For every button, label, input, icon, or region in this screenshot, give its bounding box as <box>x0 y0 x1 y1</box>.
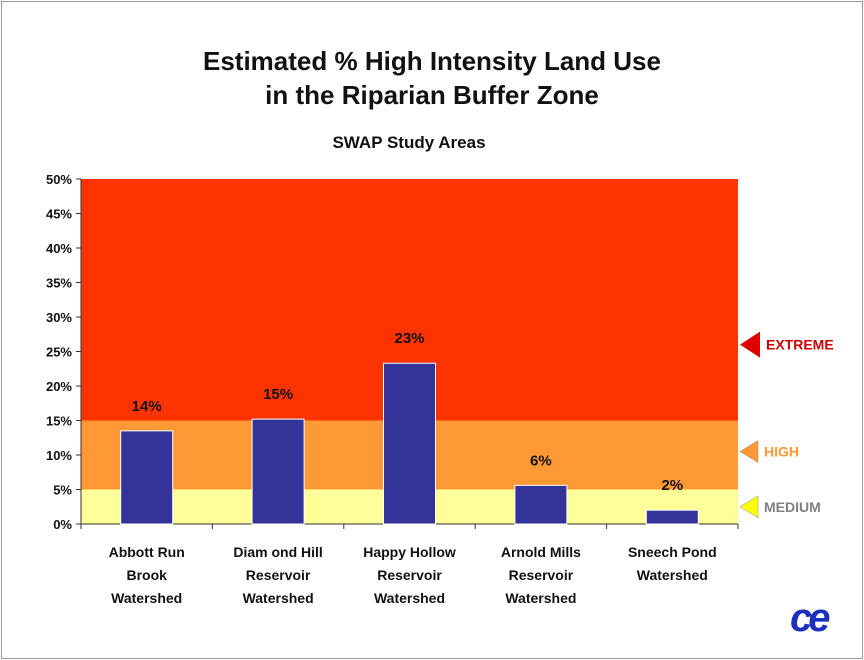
x-tick-label: Watershed <box>243 590 314 606</box>
data-label: 14% <box>132 398 162 415</box>
data-label: 2% <box>661 477 683 494</box>
x-tick-label: Watershed <box>111 590 182 606</box>
y-tick-label: 25% <box>46 345 72 360</box>
bar <box>514 484 568 525</box>
y-tick-label: 40% <box>46 241 72 256</box>
x-tick-label: Diam ond Hill <box>233 544 322 560</box>
y-tick-label: 0% <box>53 517 72 532</box>
x-tick-label: Watershed <box>374 590 445 606</box>
y-tick-label: 35% <box>46 276 72 291</box>
y-tick-label: 15% <box>46 414 72 429</box>
x-tick-label: Reservoir <box>246 567 311 583</box>
bar <box>383 362 436 525</box>
y-tick-label: 5% <box>53 483 72 498</box>
data-label: 23% <box>394 330 424 347</box>
chart-title-line-1: Estimated % High Intensity Land Use <box>203 46 661 76</box>
x-tick-label: Reservoir <box>509 567 574 583</box>
data-label: 15% <box>263 386 293 403</box>
company-logo: ce <box>790 596 830 640</box>
y-tick-label: 10% <box>46 448 72 463</box>
y-tick-label: 20% <box>46 379 72 394</box>
bar <box>120 430 174 525</box>
y-tick-label: 30% <box>46 310 72 325</box>
x-tick-label: Watershed <box>637 567 708 583</box>
data-label: 6% <box>530 452 552 469</box>
bar <box>251 418 305 525</box>
zone-marker-medium <box>739 495 759 519</box>
x-tick-label: Happy Hollow <box>363 544 456 560</box>
zone-label-extreme: EXTREME <box>766 337 834 353</box>
zone-label-medium: MEDIUM <box>764 499 821 515</box>
zone-marker-extreme <box>740 331 760 358</box>
y-tick-label: 45% <box>46 207 72 222</box>
zone-label-high: HIGH <box>764 444 799 460</box>
x-tick-label: Watershed <box>505 590 576 606</box>
x-tick-label: Arnold Mills <box>501 544 581 560</box>
y-tick-label: 50% <box>46 172 72 187</box>
x-tick-label: Sneech Pond <box>628 544 717 560</box>
zone-marker-high <box>739 440 759 463</box>
chart-subtitle: SWAP Study Areas <box>332 133 486 152</box>
bar <box>645 509 699 525</box>
x-tick-label: Reservoir <box>377 567 442 583</box>
x-tick-label: Brook <box>126 567 167 583</box>
x-tick-label: Abbott Run <box>109 544 185 560</box>
chart-title-line-2: in the Riparian Buffer Zone <box>265 80 599 110</box>
